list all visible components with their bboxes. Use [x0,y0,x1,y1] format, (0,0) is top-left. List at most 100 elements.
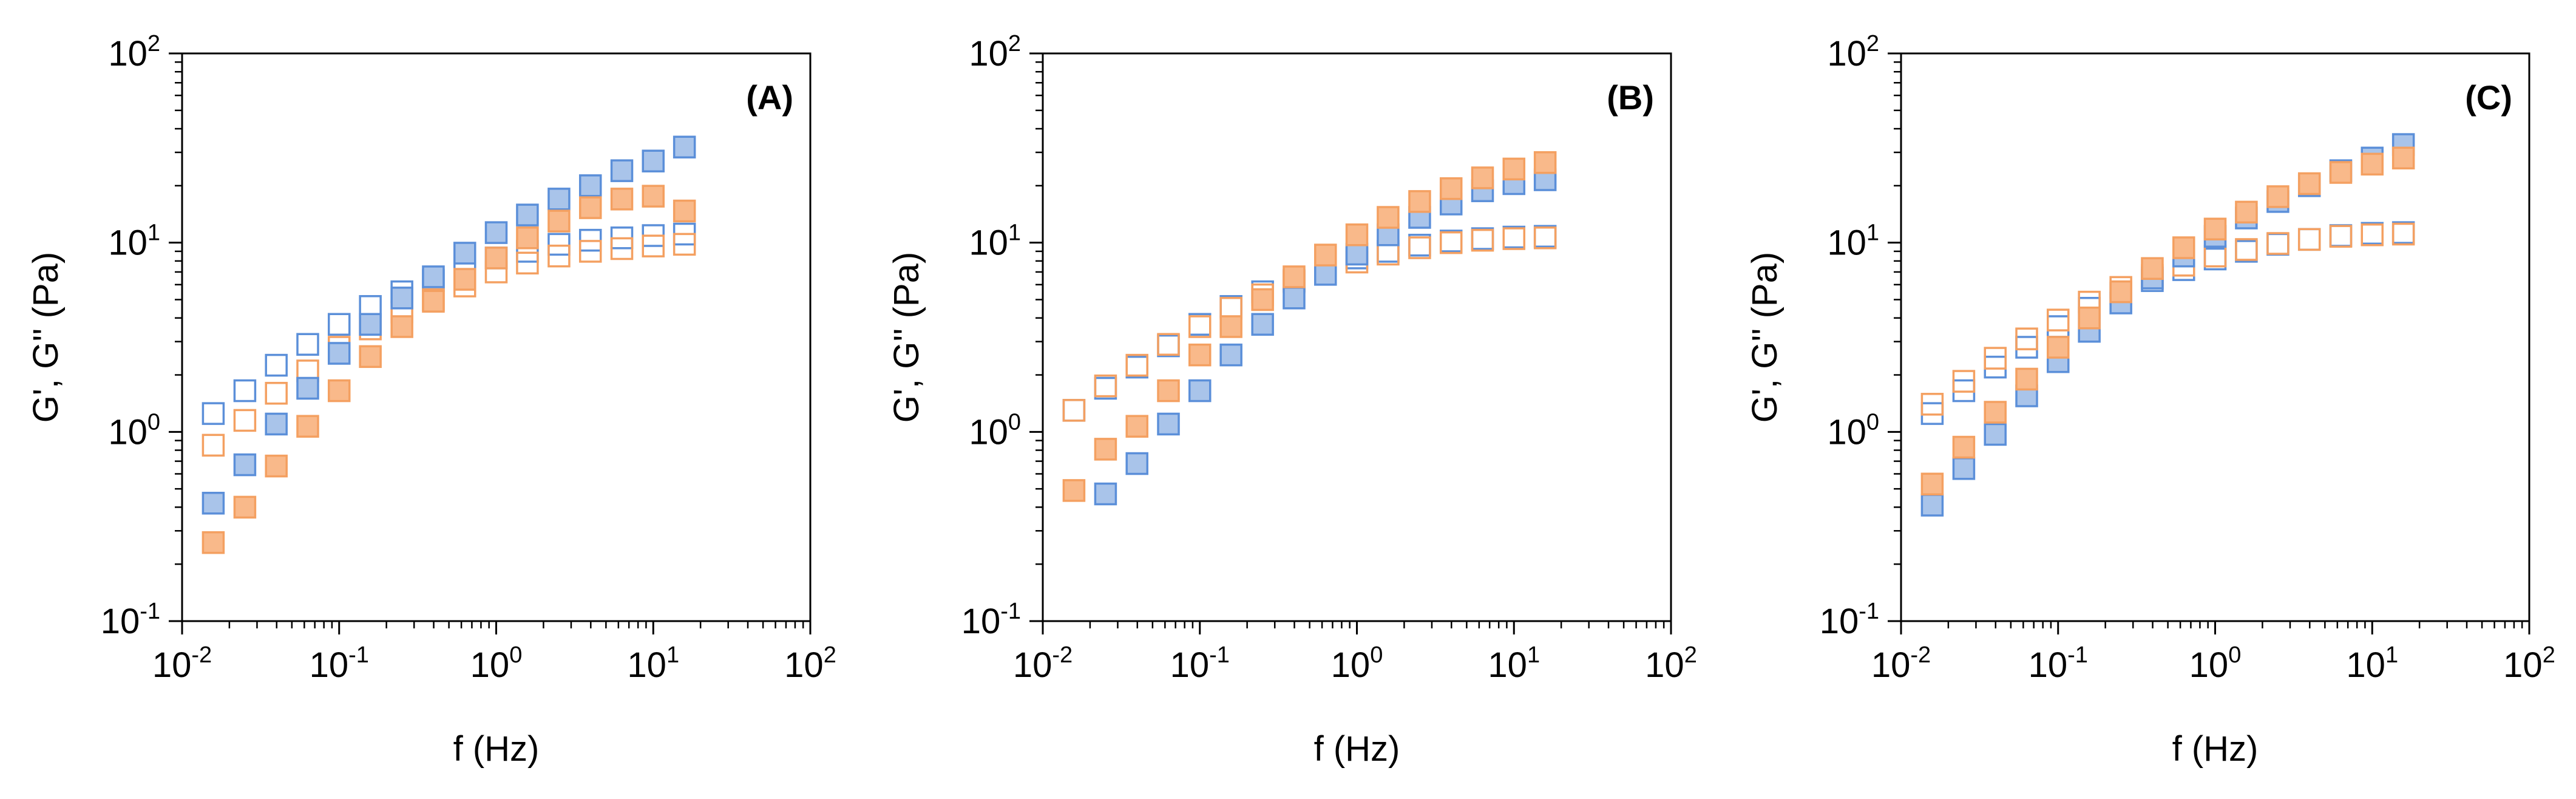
x-tick-label: 100 [2189,642,2242,685]
y-tick-label: 10-1 [101,599,160,641]
data-point [1188,343,1212,367]
data-point [2391,221,2415,244]
data-point [547,244,571,268]
data-point [1533,225,1557,248]
y-tick-label: 102 [969,31,1021,73]
data-point [2015,336,2038,359]
y-tick-label: 101 [1827,220,1879,263]
data-point [1125,452,1148,475]
data-point [2047,308,2070,332]
data-point [2109,280,2132,304]
data-point [2391,146,2415,170]
data-point [328,342,351,365]
data-point [2235,200,2258,224]
y-tick-label: 100 [969,409,1021,452]
data-point [265,353,288,377]
data-point [484,221,508,244]
data-point [2266,233,2290,256]
data-point [1188,315,1212,338]
data-point [1125,415,1148,438]
data-point [547,233,571,256]
y-tick-label: 10-1 [1820,599,1879,641]
data-point [328,313,351,336]
x-axis-title: f (Hz) [453,729,540,769]
data-point [1094,482,1117,506]
data-point [673,233,696,256]
data-point [1219,295,1242,318]
data-point [2015,327,2038,350]
data-point [673,135,696,158]
data-point [547,209,571,233]
data-point [202,433,225,457]
x-tick-label: 10-1 [310,642,369,685]
data-point [2329,224,2353,247]
plot-frame [1900,52,2530,622]
data-point [296,415,319,438]
y-axis-title: G', G'' (Pa) [26,252,66,423]
data-point [1952,370,1976,393]
x-tick-label: 10-2 [1013,642,1073,685]
data-point [1439,229,1463,253]
data-point [610,237,634,260]
data-point [578,174,602,197]
data-point [453,268,476,291]
data-point [1920,494,1944,517]
y-tick-label: 100 [108,409,160,452]
data-point [1094,438,1117,461]
data-point [359,313,382,336]
data-point [1345,223,1369,246]
data-point [202,492,225,515]
data-point [390,315,413,338]
x-tick-label: 10-1 [2029,642,2088,685]
data-point [2361,223,2384,246]
data-point [1984,423,2007,446]
data-point [516,251,539,275]
data-point [1952,457,1976,480]
data-point [1439,231,1463,254]
data-point [2391,222,2415,246]
data-point [1094,374,1117,398]
data-point [233,495,257,519]
data-point [610,159,634,182]
data-point [1502,225,1525,249]
data-point [1283,265,1306,288]
data-point [642,149,665,172]
data-point [1314,263,1337,286]
data-point [1283,287,1306,310]
data-point [453,242,476,265]
data-point [1157,412,1180,436]
data-point [2329,225,2353,248]
x-tick-label: 10-1 [1170,642,1230,685]
data-point [1920,393,1944,416]
data-point [1533,151,1557,174]
data-point [1062,399,1086,422]
x-tick-label: 10-2 [1871,642,1931,685]
data-point [296,376,319,400]
data-point [642,234,665,257]
data-point [296,333,319,356]
data-point [1157,334,1180,358]
y-tick-label: 101 [108,220,160,263]
data-point [516,226,539,250]
data-point [2172,236,2195,259]
data-point [1408,190,1431,213]
data-point [265,412,288,436]
y-tick-label: 102 [108,31,160,73]
data-point [233,379,257,403]
plot-frame [1042,52,1672,622]
data-point [642,185,665,208]
x-tick-label: 101 [627,642,679,685]
data-point [1984,347,2007,370]
data-point [673,199,696,223]
y-axis-title: G', G'' (Pa) [1745,252,1785,423]
data-point [2047,315,2070,338]
data-point [2266,185,2290,208]
x-tick-label: 102 [2503,642,2555,685]
data-point [265,381,288,405]
plot-frame [181,52,812,622]
data-point [2235,240,2258,263]
panel-label: (A) [746,78,793,117]
